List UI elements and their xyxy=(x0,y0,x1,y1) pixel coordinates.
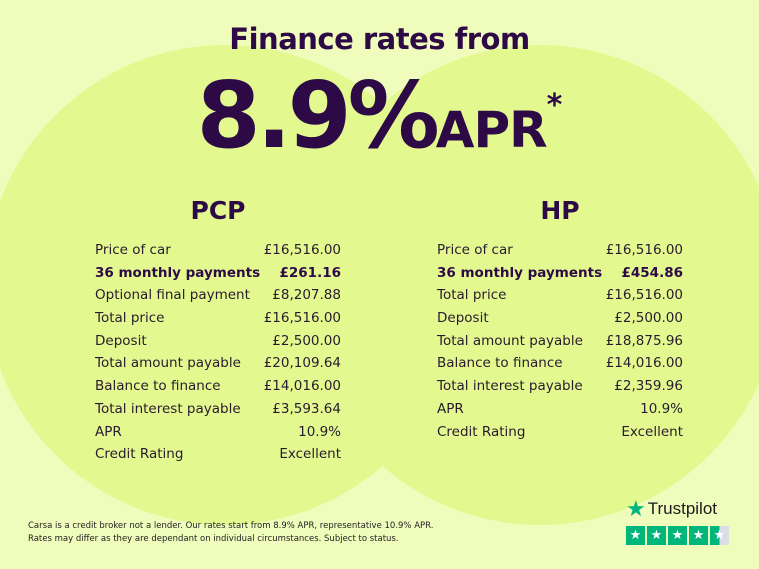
star-icon: ★ xyxy=(668,526,687,545)
row-value: 10.9% xyxy=(298,423,341,440)
row-label: Total amount payable xyxy=(95,355,241,372)
row-label: Credit Rating xyxy=(95,446,184,463)
disclaimer-line-1: Carsa is a credit broker not a lender. O… xyxy=(28,521,434,531)
table-row: Total price £16,516.00 xyxy=(437,284,683,307)
row-value: £14,016.00 xyxy=(263,378,341,395)
row-value: £2,359.96 xyxy=(614,378,683,395)
trustpilot-rating: ★ ★ ★ ★ ★ xyxy=(626,526,729,545)
row-value: £2,500.00 xyxy=(272,332,341,349)
table-row: APR 10.9% xyxy=(95,421,341,444)
disclaimer: Carsa is a credit broker not a lender. O… xyxy=(28,520,433,546)
row-label: Credit Rating xyxy=(437,423,526,440)
row-label: Total interest payable xyxy=(437,378,583,395)
table-row: Credit Rating Excellent xyxy=(437,421,683,444)
row-label: Deposit xyxy=(437,310,489,327)
right-circle-decoration xyxy=(300,45,759,525)
table-row: Balance to finance £14,016.00 xyxy=(437,352,683,375)
table-row: Balance to finance £14,016.00 xyxy=(95,375,341,398)
row-value: £16,516.00 xyxy=(605,242,683,258)
row-value: £2,500.00 xyxy=(614,310,683,327)
rate-unit: APR xyxy=(435,101,548,159)
row-value: £16,516.00 xyxy=(263,242,341,258)
disclaimer-line-2: Rates may differ as they are dependant o… xyxy=(28,534,399,544)
table-row: Deposit £2,500.00 xyxy=(437,307,683,330)
asterisk: * xyxy=(546,88,563,123)
trustpilot-logo: ★ Trustpilot xyxy=(626,496,729,522)
star-icon: ★ xyxy=(647,526,666,545)
row-value: £261.16 xyxy=(279,264,342,281)
trustpilot-name: Trustpilot xyxy=(647,499,718,518)
row-value: £8,207.88 xyxy=(272,287,341,304)
table-row: APR 10.9% xyxy=(437,398,683,421)
row-label: Total amount payable xyxy=(437,332,583,349)
half-star-icon: ★ xyxy=(710,526,729,545)
row-value: 10.9% xyxy=(640,400,683,417)
row-value: Excellent xyxy=(279,446,341,463)
row-label: APR xyxy=(95,423,122,440)
hp-heading: HP xyxy=(540,196,580,225)
row-label: Deposit xyxy=(95,332,147,349)
hp-table: HP Price of car £16,516.00 36 monthly paym… xyxy=(437,196,683,443)
table-row: Credit Rating Excellent xyxy=(95,443,341,466)
rate-value: 8.9% xyxy=(196,62,440,169)
row-label: Total price xyxy=(95,310,165,327)
row-label: Total price xyxy=(437,287,507,304)
row-value: £14,016.00 xyxy=(605,355,683,372)
row-value: £16,516.00 xyxy=(605,287,683,304)
row-label: Price of car xyxy=(437,242,513,258)
table-row: Price of car £16,516.00 xyxy=(437,239,683,262)
table-row: Price of car £16,516.00 xyxy=(95,239,341,262)
row-label: Total interest payable xyxy=(95,400,241,417)
table-row: Total amount payable £18,875.96 xyxy=(437,330,683,353)
table-row: Optional final payment £8,207.88 xyxy=(95,284,341,307)
table-row: 36 monthly payments £454.86 xyxy=(437,262,683,285)
row-value: £3,593.64 xyxy=(272,400,341,417)
star-icon: ★ xyxy=(626,526,645,545)
star-icon: ★ xyxy=(626,496,646,521)
table-row: Deposit £2,500.00 xyxy=(95,330,341,353)
table-row: Total price £16,516.00 xyxy=(95,307,341,330)
row-value: Excellent xyxy=(621,423,683,440)
table-row: Total interest payable £3,593.64 xyxy=(95,398,341,421)
row-label: APR xyxy=(437,400,464,417)
row-label: Balance to finance xyxy=(95,378,221,395)
row-label: 36 monthly payments xyxy=(437,264,603,281)
pcp-table: PCP Price of car £16,516.00 36 monthly pay… xyxy=(95,196,341,466)
pcp-heading: PCP xyxy=(190,196,246,225)
table-row: Total amount payable £20,109.64 xyxy=(95,352,341,375)
headline-rate: 8.9%APR* xyxy=(0,62,759,169)
table-row: 36 monthly payments £261.16 xyxy=(95,262,341,285)
trustpilot-badge: ★ Trustpilot ★ ★ ★ ★ ★ xyxy=(626,496,729,545)
table-row: Total interest payable £2,359.96 xyxy=(437,375,683,398)
row-value: £20,109.64 xyxy=(263,355,341,372)
row-label: Optional final payment xyxy=(95,287,250,304)
row-label: 36 monthly payments xyxy=(95,264,261,281)
row-label: Price of car xyxy=(95,242,171,258)
row-label: Balance to finance xyxy=(437,355,563,372)
star-icon: ★ xyxy=(689,526,708,545)
page-title: Finance rates from xyxy=(229,22,530,56)
row-value: £16,516.00 xyxy=(263,310,341,327)
row-value: £454.86 xyxy=(621,264,684,281)
row-value: £18,875.96 xyxy=(605,332,683,349)
